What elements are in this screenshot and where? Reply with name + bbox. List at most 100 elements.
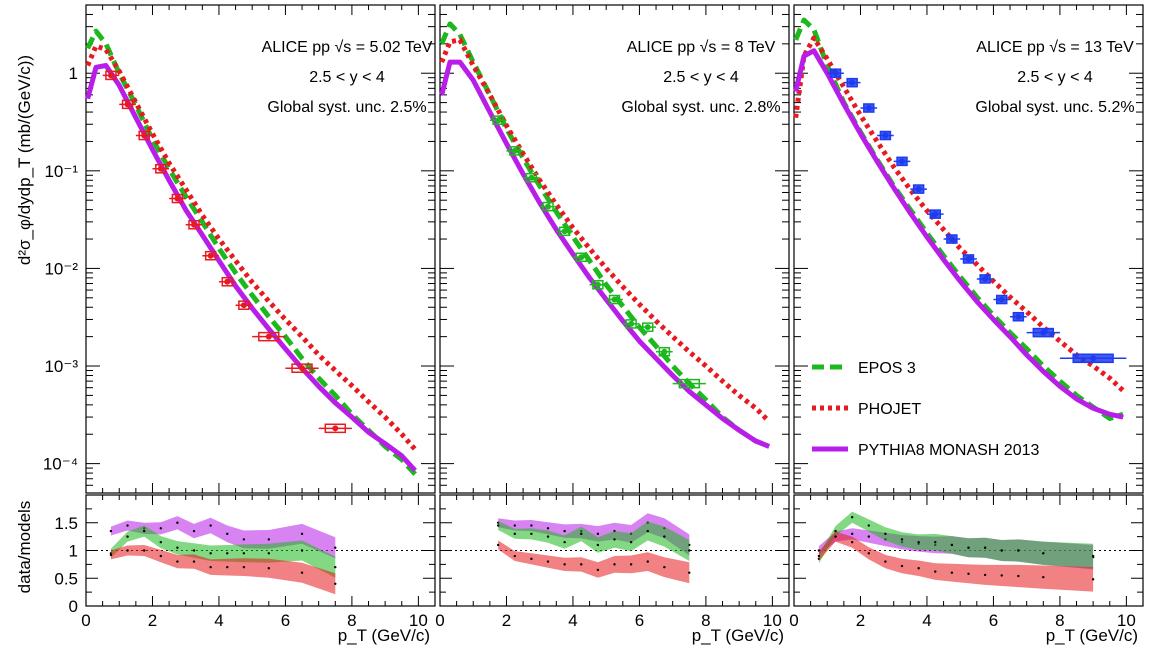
ratio-point — [563, 529, 566, 533]
ratio-point — [934, 540, 937, 544]
x-tick-label: 0 — [789, 611, 798, 630]
y-title-ratio-text: data/models — [15, 501, 34, 594]
ratio-point — [580, 563, 583, 566]
data-point — [511, 147, 518, 154]
ratio-point — [226, 532, 229, 536]
ratio-point — [546, 560, 550, 563]
ratio-point — [917, 567, 920, 570]
ratio-band-epos — [818, 511, 1094, 569]
ratio-point — [176, 521, 179, 524]
x-tick-label: 10 — [409, 611, 428, 630]
main-frame-middle — [439, 4, 790, 494]
ratio-point — [1000, 549, 1003, 552]
panel-right: 0 2 4 6 8 10 ALICE pp √s = 13 TeV 2.5 < y < 4 Gl… — [789, 4, 1144, 630]
ratio-point — [267, 567, 271, 570]
ratio-point — [334, 546, 337, 549]
ratio-point — [867, 535, 870, 538]
ratio-point — [1091, 554, 1095, 558]
data-point — [265, 333, 272, 340]
ratio-point — [934, 570, 937, 573]
ratio-point — [530, 532, 533, 536]
model-curve-phojet-middle — [439, 37, 771, 424]
ratio-point — [300, 549, 304, 552]
x-tick-label: 2 — [856, 611, 865, 630]
ratio-point — [209, 565, 212, 569]
model-curve-epos-middle — [439, 21, 771, 449]
panel-middle: 0 2 4 6 8 10 ALICE pp √s = 8 TeV 2.5 < y < 4 Glo… — [435, 4, 790, 630]
ratio-point — [300, 571, 304, 574]
ratio-point — [334, 565, 337, 569]
model-curve-pythia8-left — [85, 63, 417, 473]
info-energy: ALICE pp √s = 8 TeV — [627, 39, 776, 56]
data-point — [865, 105, 872, 112]
ratio-point — [688, 571, 691, 574]
ratio-point — [850, 540, 854, 544]
model-curve-phojet-left — [85, 43, 417, 452]
panel-left: 0 2 4 6 8 10 1 10⁻¹ 10⁻² 10⁻³ 10⁻⁴ 0 0.5 1 1.5 ALICE pp… — [43, 4, 436, 630]
data-point — [299, 365, 306, 372]
legend-label-epos: EPOS 3 — [858, 360, 916, 377]
ratio-band-pythia8 — [498, 513, 690, 556]
ratio-point — [109, 529, 113, 533]
x-tick-label: 4 — [568, 611, 577, 630]
x-tick-label: 8 — [347, 611, 356, 630]
ratio-point — [834, 535, 837, 538]
ratio-point — [950, 543, 954, 547]
y-axis-title-ratio: data/models — [15, 501, 34, 594]
ratio-point — [629, 540, 633, 544]
y-tick-label: 1 — [69, 64, 78, 83]
ratio-point — [176, 546, 179, 549]
ratio-point — [867, 552, 870, 555]
ratio-point — [983, 546, 987, 549]
info-syst: Global syst. unc. 2.8% — [621, 99, 780, 116]
ratio-band-phojet — [498, 540, 690, 584]
data-point — [686, 380, 693, 387]
ratio-point — [334, 582, 337, 585]
ratio-point — [834, 529, 837, 533]
data-point — [157, 165, 164, 172]
data-point — [191, 221, 198, 228]
ratio-point — [513, 524, 516, 527]
ratio-point — [688, 549, 691, 552]
x-title-right: p_T (GeV/c) — [1046, 626, 1138, 645]
x-tick-label: 2 — [502, 611, 511, 630]
y-title-main-text: d²σ_φ/dydp_T (mb/(GeV/c)) — [15, 55, 34, 265]
y-tick-label: 10⁻¹ — [44, 162, 78, 181]
y-tick-label: 10⁻³ — [44, 357, 78, 376]
ratio-point — [126, 535, 129, 538]
legend: EPOS 3 PHOJET PYTHIA8 MONASH 2013 — [812, 360, 1040, 459]
ratio-point — [663, 535, 666, 538]
ratio-point — [646, 560, 649, 563]
ratio-point — [159, 554, 162, 558]
info-energy: ALICE pp √s = 13 TeV — [976, 39, 1134, 56]
ratio-point — [226, 565, 229, 569]
ratio-point — [496, 543, 500, 547]
ratio-point — [1091, 578, 1095, 581]
data-point — [495, 117, 502, 124]
data-point — [240, 302, 247, 309]
ratio-point — [530, 557, 533, 561]
ratio-band-epos — [110, 525, 336, 578]
ratio-point — [126, 524, 129, 527]
info-rapidity: 2.5 < y < 4 — [663, 69, 739, 86]
ratio-point — [1017, 549, 1020, 552]
model-curve-pythia8-right — [793, 48, 1124, 420]
ratio-point — [126, 549, 129, 552]
ratio-point — [242, 552, 246, 555]
info-rapidity: 2.5 < y < 4 — [1017, 69, 1093, 86]
x-tick-label: 4 — [214, 611, 223, 630]
ratio-point — [967, 572, 970, 576]
ratio-point — [513, 532, 516, 536]
ratio-point — [613, 563, 616, 566]
data-point — [965, 255, 972, 262]
data-point — [661, 348, 668, 355]
ratio-point — [580, 532, 583, 536]
data-point — [915, 186, 922, 193]
x-tick-label: 8 — [701, 611, 710, 630]
data-point — [528, 174, 535, 181]
ratio-point — [596, 543, 600, 547]
data-point — [578, 254, 585, 261]
ratio-point — [142, 549, 146, 552]
ratio-point — [242, 565, 246, 569]
data-point — [849, 79, 856, 86]
